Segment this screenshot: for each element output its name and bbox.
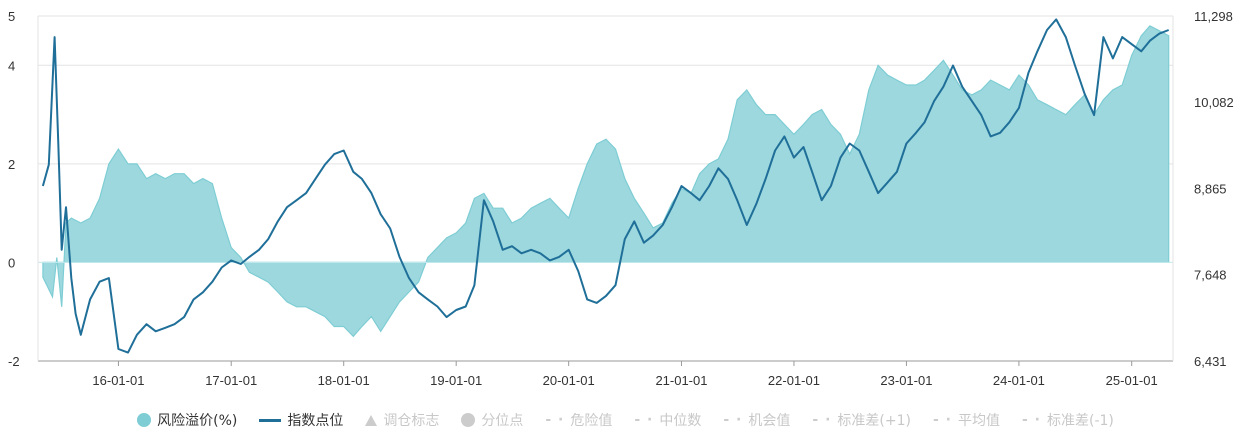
legend-swatch-icon: - · [932,412,952,428]
legend-swatch-icon: - · [545,412,565,428]
legend-swatch-icon [365,414,378,426]
legend-label: 调仓标志 [383,413,440,429]
y-left-tick-label: -2 [8,354,20,369]
legend-swatch-icon: - · [1021,412,1041,428]
legend-swatch-icon [461,413,476,427]
legend-swatch-icon: - · [634,412,654,428]
x-tick-label: 19-01-01 [430,373,482,388]
risk-premium-area [38,25,1173,338]
x-tick-label: 16-01-01 [92,373,144,388]
risk-premium-area-path [42,25,1170,338]
legend-label: 平均值 [957,413,1000,429]
y-right-tick-label: 7,648 [1194,268,1227,283]
legend-item-0[interactable]: 风险溢价(%) [137,410,237,430]
legend-item-8[interactable]: - · 平均值 [933,410,1000,430]
y-left-tick-label: 4 [8,58,15,73]
y-right-tick-label: 10,082 [1194,95,1234,110]
legend-item-2[interactable]: 调仓标志 [365,410,439,430]
y-left-tick-label: 2 [8,157,15,172]
x-tick-label: 21-01-01 [655,373,707,388]
legend-swatch-icon: - · [812,412,832,428]
legend-swatch-icon [259,418,282,422]
legend-label: 指数点位 [287,413,344,429]
legend-item-7[interactable]: - · 标准差(+1) [812,410,911,430]
legend-label: 分位点 [481,413,524,429]
y-left-tick-label: 0 [8,255,15,270]
x-tick-label: 17-01-01 [205,373,257,388]
y-right-tick-label: 8,865 [1194,181,1227,196]
legend-item-4[interactable]: - · 危险值 [545,410,612,430]
y-right-tick-label: 6,431 [1194,354,1227,369]
index-level-line-path [41,18,1170,354]
index-level-line [41,18,1170,354]
legend-label: 标准差(+1) [837,413,911,429]
chart: 5 4 2 0 -2 11,298 10,082 8,865 7,648 6,431 16-01-0… [8,9,1234,388]
legend-label: 风险溢价(%) [157,413,238,429]
legend-label: 机会值 [748,413,791,429]
y-right-tick-label: 11,298 [1194,9,1233,24]
legend-swatch-icon: - · [723,412,743,428]
legend-label: 中位数 [659,413,702,429]
legend-label: 危险值 [570,413,613,429]
x-tick-label: 25-01-01 [1106,373,1158,388]
x-tick-label: 22-01-01 [768,373,820,388]
y-left-tick-label: 5 [8,9,15,24]
x-tick-label: 18-01-01 [318,373,370,388]
legend-label: 标准差(-1) [1047,413,1114,429]
axes [37,16,1174,362]
x-tick-label: 23-01-01 [880,373,932,388]
legend-item-5[interactable]: - · 中位数 [634,410,701,430]
x-tick-label: 20-01-01 [543,373,595,388]
x-tick-label: 24-01-01 [993,373,1045,388]
legend-item-6[interactable]: - · 机会值 [723,410,790,430]
legend-item-9[interactable]: - · 标准差(-1) [1022,410,1114,430]
tick-labels: 5 4 2 0 -2 11,298 10,082 8,865 7,648 6,431 16-01-0… [8,9,1234,388]
legend-item-1[interactable]: 指数点位 [259,410,343,430]
legend-swatch-icon [137,413,152,427]
legend-item-3[interactable]: 分位点 [461,410,523,430]
legend: 风险溢价(%) 指数点位 调仓标志 分位点 - · 危险值 - · 中位数 - · 机会值 - · 标… [0,402,1251,438]
